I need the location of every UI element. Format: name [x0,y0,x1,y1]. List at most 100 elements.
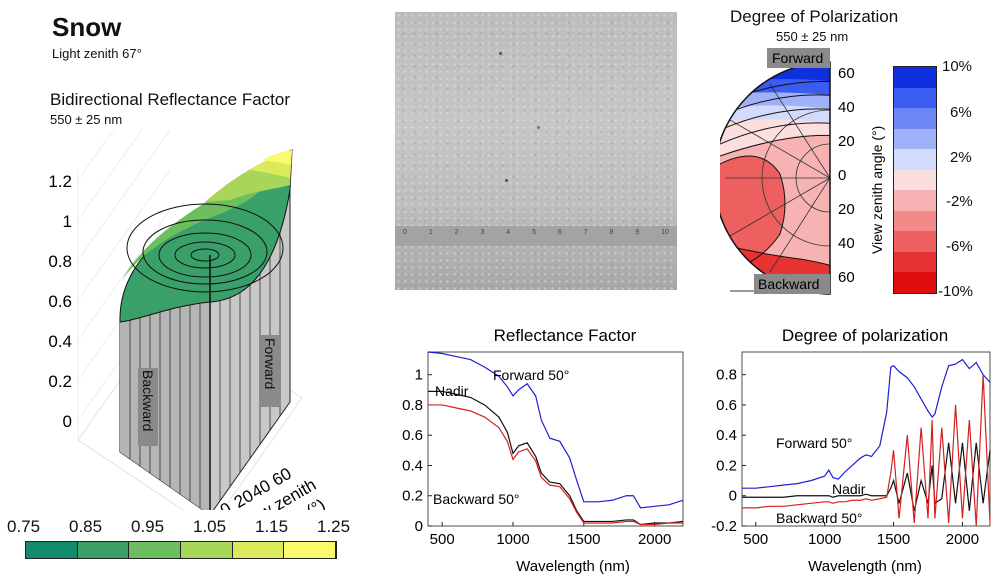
series-line [428,390,684,526]
polar-axis-label: View zenith angle (°) [869,126,885,254]
ruler-number: 5 [532,229,536,236]
debris-speck [505,179,508,182]
brf-3d-plot: 1.2 1 0.8 0.6 0.4 0.2 0 60 40 20 0 20 40… [48,130,328,510]
x-tick-label: 1000 [808,531,841,548]
brf-contour-rings [126,203,284,293]
z-tick: 0.4 [48,332,72,351]
x-tick-label: 1000 [496,531,529,548]
debris-speck [537,126,540,129]
z-tick: 1.2 [48,172,72,191]
polar-forward-label: Forward [772,50,823,66]
polar-tick: 40 [838,99,855,116]
colorbar-swatch [894,272,936,294]
colorbar-swatch [232,542,285,558]
polar-cbar-tick: 10% [942,58,973,75]
x-tick-label: 1500 [567,531,600,548]
brf-colorbar-ticks: 0.75 0.85 0.95 1.05 1.15 1.25 [7,517,350,537]
colorbar-swatch [894,128,936,150]
y-tick-label: 0.2 [716,457,737,474]
polar-cbar-tick: -10% [938,283,974,300]
polar-backward-box [754,274,830,294]
colorbar-swatch [894,87,936,109]
polar-axis-ticks: 60 40 20 0 20 40 60 [838,65,855,286]
colorbar-swatch [284,542,337,558]
polar-subtitle: 550 ± 25 nm [776,29,849,44]
colorbar-tick: 0.75 [7,517,41,536]
snow-texture [395,12,677,290]
brf-block-front-face [120,270,210,510]
colorbar-swatch [894,251,936,273]
x-tick: 20 [194,507,220,510]
degree-of-polarization-chart: Degree of polarization Wavelength (nm) 5… [711,326,991,575]
polar-cbar-tick: -6% [946,238,973,255]
forward-label: Forward [262,338,278,389]
page-title: Snow [52,12,122,42]
colorbar-swatch [77,542,130,558]
x-tick-label: 1500 [877,531,910,548]
backward-box [138,368,158,446]
ruler: 0 1 2 3 4 5 6 7 8 9 10 [395,226,677,246]
ruler-number: 0 [403,229,407,236]
colorbar-swatch [894,231,936,252]
y-tick-label: 0.8 [716,367,737,384]
polar-tick: 20 [838,201,855,218]
series-label-nadir: Nadir [435,383,469,399]
ruler-number: 3 [480,229,485,236]
series-label-nadir: Nadir [832,481,866,497]
y-tick-label: 0 [415,518,423,535]
colorbar-tick: 0.95 [131,517,165,536]
y-tick-label: 0.6 [716,397,737,414]
z-tick: 0.2 [48,372,72,391]
plot-frame [427,351,684,527]
chart-title: Reflectance Factor [494,326,637,345]
polar-tick: 20 [838,133,855,150]
colorbar-tick: 1.15 [255,517,289,536]
forward-box [260,335,280,407]
y-tick-label: 0.8 [402,397,423,414]
series-line [427,351,684,509]
chart-xlabel: Wavelength (nm) [516,558,630,575]
polar-tick: 60 [838,65,855,82]
brf-zone-125 [262,150,292,165]
series-line [742,358,991,489]
colorbar-swatch [894,190,936,211]
polar-fill [720,62,830,294]
polar-contours [720,81,830,275]
ruler-numbers: 0 1 2 3 4 5 6 7 8 9 10 [403,229,669,236]
ruler-number: 6 [557,229,562,236]
debris-speck [499,52,502,55]
series-label-backward: Backward 50° [776,510,863,526]
z-tick: 0.6 [48,292,72,311]
light-zenith-label: Light zenith 67° [52,46,142,61]
y-tick-label: 1 [415,367,423,384]
ruler-number: 8 [609,229,614,236]
polar-cbar-tick: 6% [950,104,972,121]
polar-plot: Forward Backward 60 40 20 0 20 40 60 Vie… [720,48,885,295]
polar-forward-box [767,48,830,68]
colorbar-tick: 1.05 [193,517,227,536]
ruler-number: 9 [635,229,640,236]
ruler-number: 10 [661,229,669,236]
z-tick: 1 [63,212,72,231]
brf-colorbar: 0.75 0.85 0.95 1.05 1.15 1.25 [7,517,350,559]
colorbar-swatch [894,149,936,170]
colorbar-swatch [894,67,936,88]
series-label-forward: Forward 50° [776,435,852,451]
y-tick-label: 0.2 [402,488,423,505]
y-tick-label: 0.4 [402,457,423,474]
series-label-forward: Forward 50° [493,367,569,383]
brf-z-axis: 1.2 1 0.8 0.6 0.4 0.2 0 [48,172,72,431]
ruler-number: 2 [454,229,459,236]
y-tick-label: 0 [729,488,737,505]
reflectance-factor-chart: Reflectance Factor Wavelength (nm) 500 10… [402,326,684,575]
colorbar-tick: 1.25 [317,517,351,536]
colorbar-swatch [894,108,936,129]
polar-tick: 40 [838,235,855,252]
y-tick-label: 0.4 [716,427,737,444]
colorbar-swatch [129,542,182,558]
x-tick: 0 [217,499,235,510]
y-tick-label: -0.2 [711,518,737,535]
brf-colorbar-swatches [25,541,337,559]
snow-photo: 0 1 2 3 4 5 6 7 8 9 10 [395,12,677,290]
colorbar-swatch [26,542,78,558]
